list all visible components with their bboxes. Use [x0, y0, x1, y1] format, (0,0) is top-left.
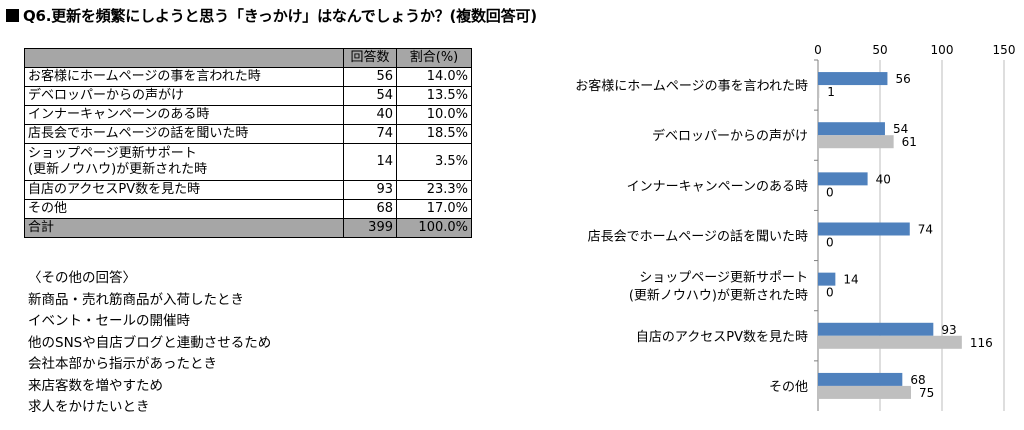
bar: [818, 135, 894, 149]
bar: [818, 322, 934, 336]
row-count: 93: [343, 180, 397, 200]
total-count: 399: [343, 218, 397, 238]
bar: [818, 85, 820, 99]
table-row: その他 68 17.0%: [24, 199, 472, 219]
bar: [818, 372, 903, 386]
row-label: 店長会でホームページの話を聞いた時: [24, 124, 344, 144]
square-bullet-icon: [6, 9, 19, 22]
other-answer-item: 他のSNSや自店ブログと連動させるため: [28, 334, 272, 351]
header-count: 回答数: [343, 48, 397, 68]
page-title: Q6.更新を頻繁にしようと思う「きっかけ」はなんでしょうか？(複数回答可): [6, 5, 537, 26]
row-percent: 18.5%: [396, 124, 472, 144]
data-label: 1: [827, 85, 835, 99]
total-percent: 100.0%: [396, 218, 472, 238]
table-row: 店長会でホームページの話を聞いた時 74 18.5%: [24, 124, 472, 144]
category-label: お客様にホームページの事を言われた時: [575, 78, 808, 94]
row-label: 自店のアクセスPV数を見た時: [24, 180, 344, 200]
data-label: 14: [843, 273, 858, 287]
x-tick-label: 0: [814, 43, 822, 57]
data-label: 75: [919, 386, 934, 400]
other-answers: 〈その他の回答〉 新商品・売れ筋商品が入荷したとき イベント・セールの開催時 他…: [28, 268, 271, 419]
bar: [818, 272, 836, 286]
data-label: 0: [826, 236, 834, 250]
total-label: 合計: [24, 218, 344, 238]
row-percent: 14.0%: [396, 67, 472, 87]
row-count: 14: [343, 143, 397, 181]
row-percent: 17.0%: [396, 199, 472, 219]
bar: [818, 335, 962, 349]
row-label: その他: [24, 199, 344, 219]
bar: [818, 222, 910, 236]
category-label: インナーキャンペーンのある時: [627, 179, 808, 194]
x-tick-label: 100: [931, 43, 954, 57]
data-label: 116: [970, 336, 993, 350]
other-answer-item: 会社本部から指示があったとき: [28, 356, 217, 372]
data-label: 68: [910, 373, 925, 387]
table-header-row: 回答数 割合(%): [24, 48, 472, 68]
data-label: 61: [902, 135, 917, 149]
header-label: [24, 48, 344, 68]
table-row: ショップページ更新サポート (更新ノウハウ)が更新された時 14 3.5%: [24, 143, 472, 181]
category-label: その他: [769, 380, 808, 395]
category-label: 自店のアクセスPV数を見た時: [636, 330, 808, 345]
other-answer-item: イベント・セールの開催時: [28, 313, 190, 329]
category-label: 店長会でホームページの話を聞いた時: [588, 229, 808, 245]
x-tick-label: 150: [993, 43, 1016, 57]
bar: [818, 72, 888, 86]
bar: [818, 122, 885, 136]
data-label: 74: [918, 223, 933, 237]
data-label: 54: [893, 122, 908, 136]
row-label: デベロッパーからの声がけ: [24, 86, 344, 106]
page-title-text: Q6.更新を頻繁にしようと思う「きっかけ」はなんでしょうか？(複数回答可): [23, 7, 537, 25]
data-label: 40: [876, 172, 891, 186]
data-label: 56: [895, 72, 910, 86]
category-label: デベロッパーからの声がけ: [652, 128, 808, 144]
data-label: 0: [826, 286, 834, 300]
data-label: 0: [826, 185, 834, 199]
other-answer-item: 新商品・売れ筋商品が入荷したとき: [28, 291, 244, 308]
row-label: ショップページ更新サポート (更新ノウハウ)が更新された時: [24, 143, 344, 181]
header-percent: 割合(%): [396, 48, 472, 68]
data-label: 93: [941, 323, 956, 337]
row-percent: 3.5%: [396, 143, 472, 181]
bar: [818, 385, 911, 399]
x-tick-label: 50: [872, 43, 887, 57]
category-label: (更新ノウハウ)が更新された時: [629, 288, 808, 304]
table-row: 自店のアクセスPV数を見た時 93 23.3%: [24, 180, 472, 200]
other-answer-item: 来店客数を増やすため: [28, 377, 163, 394]
results-table: 回答数 割合(%) お客様にホームページの事を言われた時 56 14.0% デベ…: [24, 48, 472, 238]
other-answer-item: 求人をかけたいとき: [28, 399, 150, 415]
bar: [818, 172, 868, 186]
other-answers-heading: 〈その他の回答〉: [28, 270, 136, 286]
table-total-row: 合計 399 100.0%: [24, 218, 472, 238]
category-label: ショップページ更新サポート: [639, 270, 808, 286]
